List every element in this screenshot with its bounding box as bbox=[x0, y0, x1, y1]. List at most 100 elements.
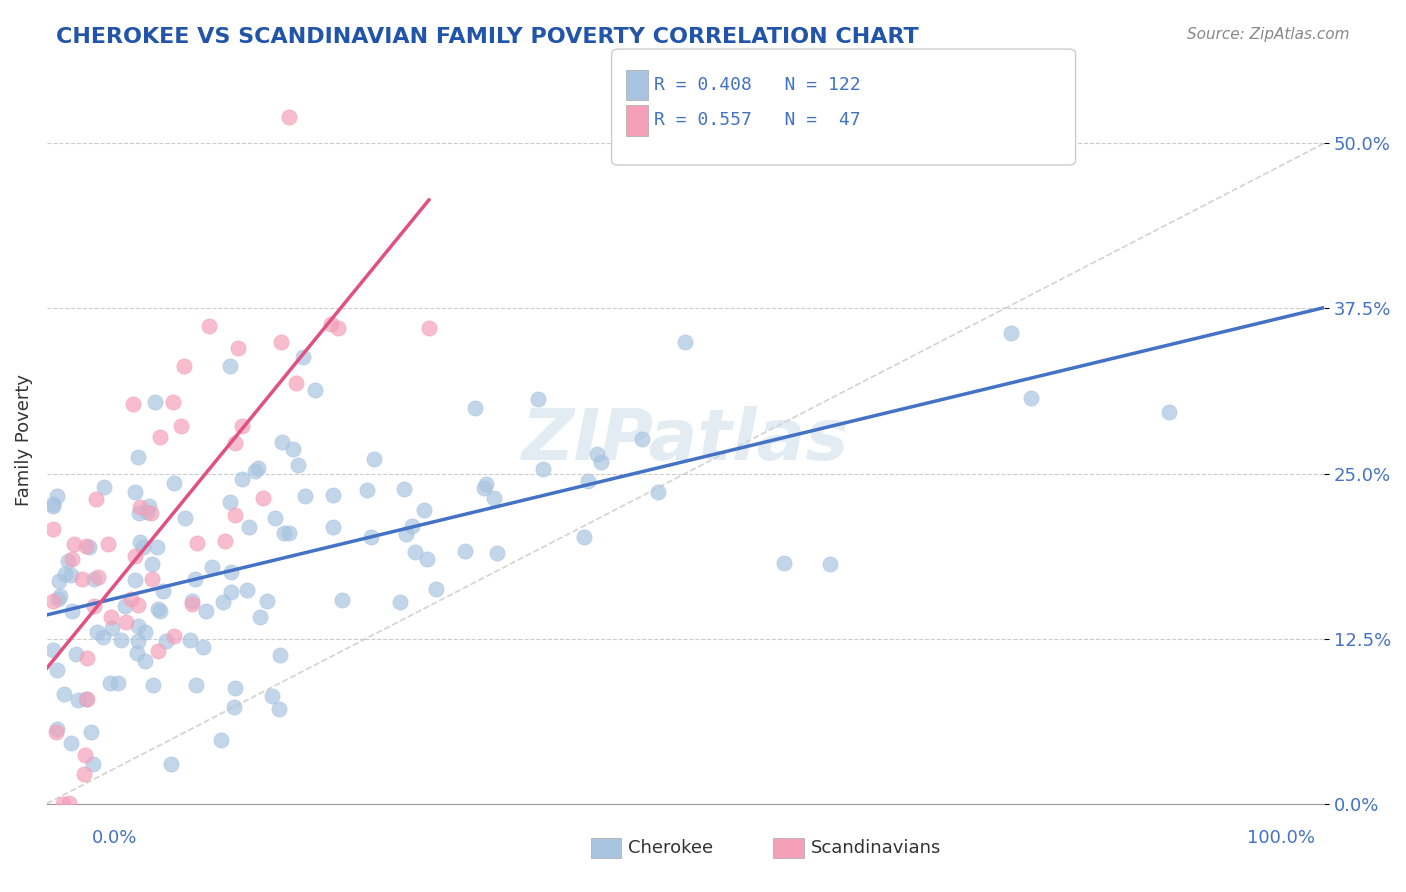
Text: Scandinavians: Scandinavians bbox=[811, 839, 942, 857]
Point bbox=[127, 619, 149, 633]
Point bbox=[287, 458, 309, 472]
Point bbox=[138, 499, 160, 513]
Point bbox=[136, 504, 159, 518]
Point bbox=[127, 633, 149, 648]
Point bbox=[454, 544, 477, 558]
Point bbox=[48, 574, 70, 588]
Point bbox=[149, 604, 172, 618]
Point bbox=[162, 395, 184, 409]
Point bbox=[141, 572, 163, 586]
Point bbox=[97, 536, 120, 550]
Point bbox=[415, 552, 437, 566]
Point bbox=[46, 722, 69, 736]
Point bbox=[60, 604, 83, 618]
Point bbox=[80, 724, 103, 739]
Text: Source: ZipAtlas.com: Source: ZipAtlas.com bbox=[1187, 27, 1350, 42]
Point bbox=[152, 584, 174, 599]
Point bbox=[531, 462, 554, 476]
Point bbox=[66, 693, 89, 707]
Point bbox=[292, 350, 315, 364]
Point bbox=[163, 475, 186, 490]
Point bbox=[249, 609, 271, 624]
Point bbox=[388, 595, 411, 609]
Point bbox=[319, 317, 342, 331]
Point bbox=[76, 692, 98, 706]
Point bbox=[294, 489, 316, 503]
Point bbox=[269, 702, 291, 716]
Point bbox=[252, 491, 274, 505]
Point bbox=[270, 335, 292, 350]
Point bbox=[42, 499, 65, 513]
Point bbox=[110, 632, 132, 647]
Point bbox=[179, 632, 201, 647]
Point bbox=[129, 534, 152, 549]
Point bbox=[45, 489, 67, 503]
Point bbox=[586, 447, 609, 461]
Point bbox=[673, 335, 696, 350]
Point bbox=[475, 476, 498, 491]
Point bbox=[482, 491, 505, 505]
Point bbox=[120, 592, 142, 607]
Point bbox=[263, 510, 285, 524]
Point bbox=[219, 565, 242, 579]
Text: CHEROKEE VS SCANDINAVIAN FAMILY POVERTY CORRELATION CHART: CHEROKEE VS SCANDINAVIAN FAMILY POVERTY … bbox=[56, 27, 920, 46]
Point bbox=[186, 536, 208, 550]
Point bbox=[83, 572, 105, 586]
Point bbox=[200, 559, 222, 574]
Point bbox=[53, 566, 76, 581]
Point bbox=[134, 625, 156, 640]
Point bbox=[576, 474, 599, 488]
Point bbox=[124, 485, 146, 500]
Point bbox=[128, 506, 150, 520]
Point bbox=[404, 545, 426, 559]
Point bbox=[231, 419, 253, 434]
Point bbox=[392, 483, 415, 497]
Point bbox=[224, 681, 246, 695]
Point bbox=[278, 526, 301, 541]
Point bbox=[75, 539, 97, 553]
Point bbox=[70, 572, 93, 586]
Point bbox=[181, 593, 204, 607]
Point bbox=[818, 558, 841, 572]
Point bbox=[486, 546, 509, 560]
Point bbox=[155, 634, 177, 648]
Point bbox=[219, 584, 242, 599]
Point bbox=[42, 522, 65, 536]
Point bbox=[127, 450, 149, 464]
Point bbox=[278, 110, 301, 124]
Point bbox=[76, 651, 98, 665]
Point bbox=[330, 593, 353, 607]
Point bbox=[58, 796, 80, 810]
Point bbox=[114, 599, 136, 613]
Point bbox=[73, 748, 96, 763]
Point bbox=[42, 643, 65, 657]
Point bbox=[124, 549, 146, 563]
Point bbox=[91, 630, 114, 644]
Point bbox=[173, 359, 195, 373]
Point bbox=[170, 419, 193, 434]
Point bbox=[238, 520, 260, 534]
Point bbox=[84, 491, 107, 506]
Point bbox=[591, 455, 613, 469]
Point bbox=[77, 540, 100, 554]
Point bbox=[142, 678, 165, 692]
Point bbox=[134, 654, 156, 668]
Point bbox=[224, 508, 246, 522]
Point bbox=[363, 452, 385, 467]
Point bbox=[243, 464, 266, 478]
Point bbox=[124, 573, 146, 587]
Point bbox=[356, 483, 378, 498]
Point bbox=[45, 725, 67, 739]
Point bbox=[401, 518, 423, 533]
Point bbox=[1021, 392, 1043, 406]
Point bbox=[270, 434, 292, 449]
Point bbox=[235, 583, 257, 598]
Point bbox=[49, 589, 72, 603]
Point bbox=[425, 582, 447, 597]
Point bbox=[212, 595, 235, 609]
Point bbox=[141, 557, 163, 571]
Point bbox=[209, 732, 232, 747]
Point bbox=[125, 646, 148, 660]
Point bbox=[174, 510, 197, 524]
Point bbox=[98, 676, 121, 690]
